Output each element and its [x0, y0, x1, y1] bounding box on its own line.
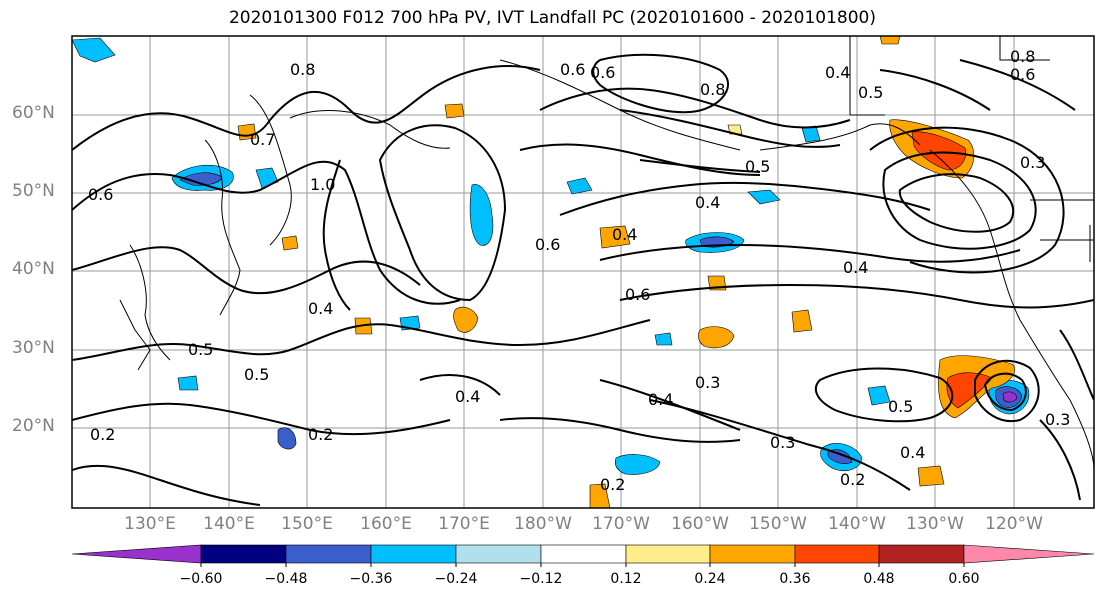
contour-label: 0.8 [290, 60, 315, 79]
contour-label: 0.6 [1010, 65, 1035, 84]
contour-label: 0.4 [308, 299, 333, 318]
positive-anomaly-area [917, 465, 945, 487]
contour-label: 0.2 [840, 470, 865, 489]
contour-label: 0.4 [900, 443, 925, 462]
positive-anomaly-area [453, 306, 479, 333]
negative-anomaly-area [867, 385, 891, 406]
contour-label: 0.6 [560, 60, 585, 79]
negative-anomaly-area [614, 454, 661, 475]
positive-anomaly-area [589, 483, 611, 508]
colorbar-tick-label: 0.36 [779, 571, 811, 587]
contour-label: 0.8 [1010, 47, 1035, 66]
lon-label-160w: 160°W [671, 514, 729, 534]
contour-label: 0.3 [695, 373, 720, 392]
contour-label: 0.2 [90, 425, 115, 444]
colorbar-tick-label: −0.12 [519, 571, 563, 587]
contour-label: 0.6 [625, 285, 650, 304]
colorbar-tick-label: −0.60 [179, 571, 223, 587]
colorbar-tick-label: −0.36 [349, 571, 393, 587]
map-frame-background [72, 36, 1094, 508]
positive-anomaly-area [727, 124, 743, 135]
contour-label: 0.4 [612, 225, 637, 244]
contour-label: 0.8 [700, 80, 725, 99]
lat-label-50n: 50°N [12, 181, 55, 201]
contour-label: 0.4 [695, 193, 720, 212]
contour-label: 0.7 [250, 130, 275, 149]
contour-label: 0.6 [535, 235, 560, 254]
contour-label: 0.6 [590, 63, 615, 82]
lon-label-140e: 140°E [203, 514, 255, 534]
map-title: 2020101300 F012 700 hPa PV, IVT Landfall… [228, 8, 876, 28]
lon-label-180w: 180°W [514, 514, 572, 534]
contour-label: 0.5 [745, 157, 770, 176]
negative-anomaly-area [177, 375, 199, 391]
colorbar-tick-label: 0.12 [610, 571, 642, 587]
colorbar-tick-label: 0.60 [948, 571, 980, 587]
positive-anomaly-area [791, 309, 813, 333]
positive-anomaly-area [698, 326, 735, 349]
contour-label: 0.2 [600, 475, 625, 494]
contour-label: 0.5 [858, 83, 883, 102]
lon-label-150e: 150°E [281, 514, 333, 534]
negative-anomaly-area [747, 189, 781, 205]
negative-anomaly-area [566, 177, 593, 195]
negative-anomaly-area [72, 37, 116, 63]
contour-label: 0.5 [244, 365, 269, 384]
contour-label: 0.3 [1045, 410, 1070, 429]
positive-anomaly-area [946, 372, 993, 409]
contour-label: 0.3 [770, 433, 795, 452]
positive-anomaly-area [599, 225, 631, 249]
contour-label: 0.3 [1020, 153, 1045, 172]
colorbar-tick-label: −0.24 [434, 571, 478, 587]
positive-anomaly-area [281, 235, 299, 251]
negative-anomaly-area [179, 172, 223, 186]
colorbar-tick-label: −0.48 [264, 571, 308, 587]
negative-anomaly-area [654, 332, 673, 346]
contour-label: 0.4 [825, 63, 850, 82]
lon-label-160e: 160°E [360, 514, 412, 534]
negative-anomaly-area [469, 184, 494, 246]
negative-anomaly-area [1002, 391, 1018, 403]
contour-label: 0.6 [88, 185, 113, 204]
contour-label: 0.4 [843, 258, 868, 277]
lon-label-120w: 120°W [985, 514, 1043, 534]
contour-label: 0.2 [308, 425, 333, 444]
positive-anomaly-area [444, 103, 465, 119]
contour-label: 1.0 [310, 175, 335, 194]
contour-labels: 0.8 0.6 0.4 0.6 0.8 0.5 0.7 1.0 0.5 0.6 … [88, 47, 1070, 494]
contour-label: 0.5 [188, 340, 213, 359]
lon-label-140w: 140°W [828, 514, 886, 534]
pv-contours [72, 53, 1094, 506]
lon-label-150w: 150°W [749, 514, 807, 534]
negative-anomaly-area [277, 427, 297, 450]
positive-anomaly-area [879, 36, 901, 45]
contour-label: 0.4 [648, 390, 673, 409]
colorbar-tick-label: 0.48 [863, 571, 895, 587]
map-frame [71, 35, 1095, 509]
lon-label-130e: 130°E [124, 514, 176, 534]
positive-anomaly-area [911, 131, 966, 171]
contour-label: 0.4 [455, 387, 480, 406]
lat-label-60n: 60°N [12, 103, 55, 123]
lat-label-40n: 40°N [12, 259, 55, 279]
lon-label-170e: 170°E [438, 514, 490, 534]
contour-label: 0.5 [888, 397, 913, 416]
lat-label-30n: 30°N [12, 338, 55, 358]
lon-label-170w: 170°W [592, 514, 650, 534]
colorbar-tick-label: 0.24 [694, 571, 726, 587]
lat-label-20n: 20°N [12, 416, 55, 436]
lon-label-130w: 130°W [906, 514, 964, 534]
